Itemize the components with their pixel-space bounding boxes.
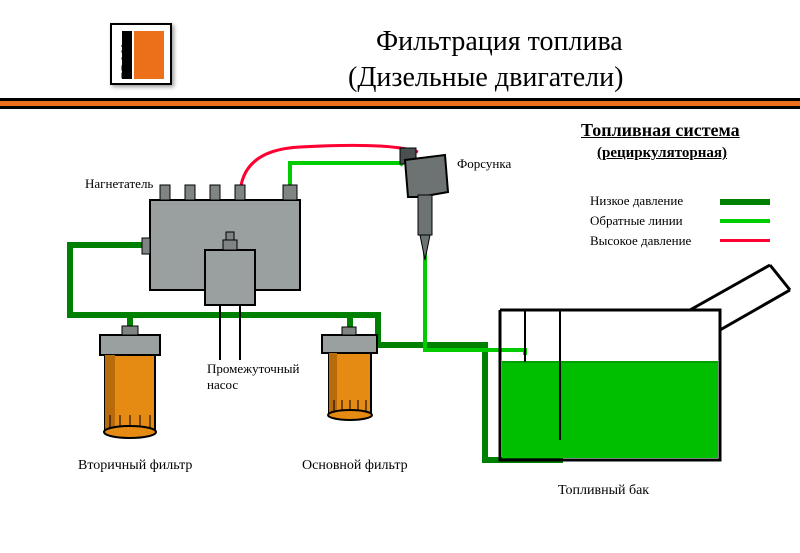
injector xyxy=(400,148,448,260)
line-high-pressure xyxy=(240,145,418,197)
injection-pump xyxy=(142,185,300,305)
fuel-tank xyxy=(500,265,790,460)
secondary-filter xyxy=(100,326,160,438)
line-return-2 xyxy=(290,163,403,200)
line-return-1 xyxy=(425,195,525,355)
fuel-system-diagram xyxy=(0,0,800,553)
primary-filter xyxy=(322,327,377,420)
